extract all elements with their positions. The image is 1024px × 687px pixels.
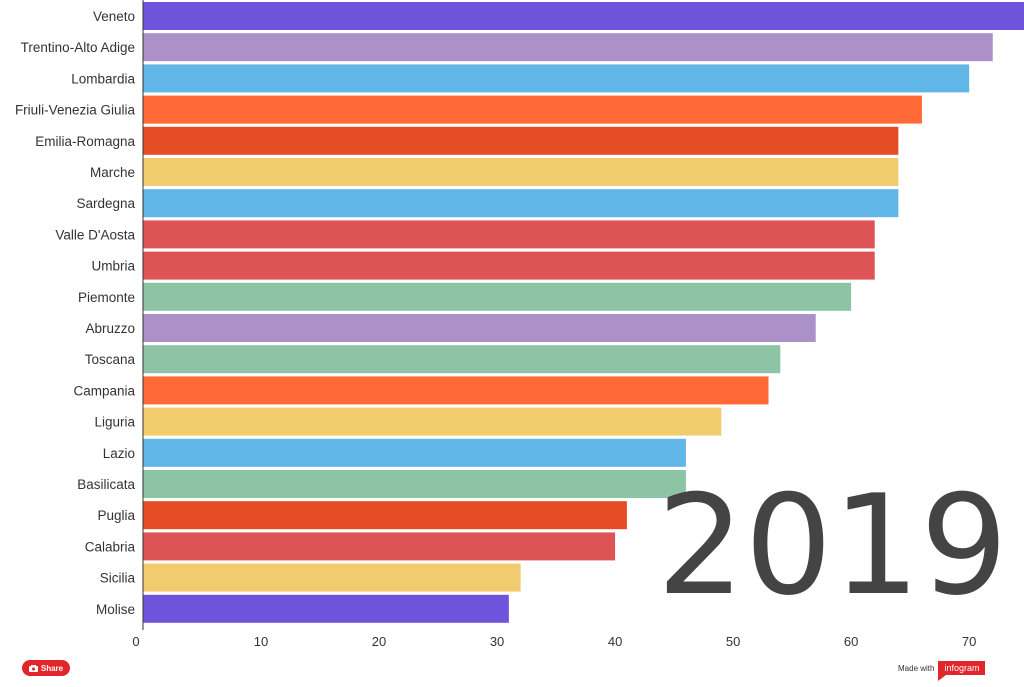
category-label: Friuli-Venezia Giulia [15,103,136,118]
bar [143,33,993,62]
bar [143,189,899,218]
bar [143,563,521,592]
share-button[interactable]: Share [22,660,70,676]
bar [143,594,509,623]
bar [143,532,616,561]
x-tick-label: 60 [844,634,858,649]
x-tick-label: 10 [254,634,268,649]
category-label: Lombardia [71,71,135,86]
category-label: Puglia [97,508,135,523]
category-label: Emilia-Romagna [35,134,135,149]
category-label: Basilicata [77,477,135,492]
bar [143,501,627,530]
bar [143,345,781,374]
category-label: Piemonte [78,290,135,305]
bar [143,470,686,498]
category-label: Veneto [93,9,135,24]
x-tick-label: 20 [372,634,386,649]
bar [143,2,1024,30]
category-label: Calabria [85,539,136,554]
category-label: Lazio [103,446,135,461]
category-label: Campania [73,383,135,398]
bar [143,251,875,280]
bar [143,314,816,342]
category-label: Marche [90,165,135,180]
x-tick-label: 70 [962,634,976,649]
bar [143,64,970,93]
category-label: Sardegna [76,196,135,211]
category-label: Trentino-Alto Adige [21,40,135,55]
share-label: Share [40,663,64,673]
x-tick-label: 40 [608,634,622,649]
category-label: Sicilia [100,571,136,586]
category-label: Molise [96,602,135,617]
bar-chart: Veneto Trentino-Alto Adige Lombardia Friuli… [15,0,1024,649]
bar [143,407,722,436]
infogram-logo: infogram [938,661,986,681]
category-label: Abruzzo [85,321,135,336]
x-tick-label: 0 [132,634,139,649]
x-tick-label: 30 [490,634,504,649]
bar [143,376,769,405]
share-icon [28,664,38,672]
bar [143,220,875,249]
category-label: Valle D'Aosta [55,227,135,242]
made-with-badge[interactable]: Made with infogram [898,661,986,681]
category-label: Toscana [85,352,136,367]
bar [143,438,686,467]
made-with-text: Made with [898,663,935,673]
bar [143,95,922,124]
bar [143,158,899,186]
year-label: 2019 [657,465,1008,626]
bar [143,126,899,155]
category-label: Liguria [94,415,135,430]
x-tick-label: 50 [726,634,740,649]
bar [143,282,852,311]
category-label: Umbria [91,259,135,274]
